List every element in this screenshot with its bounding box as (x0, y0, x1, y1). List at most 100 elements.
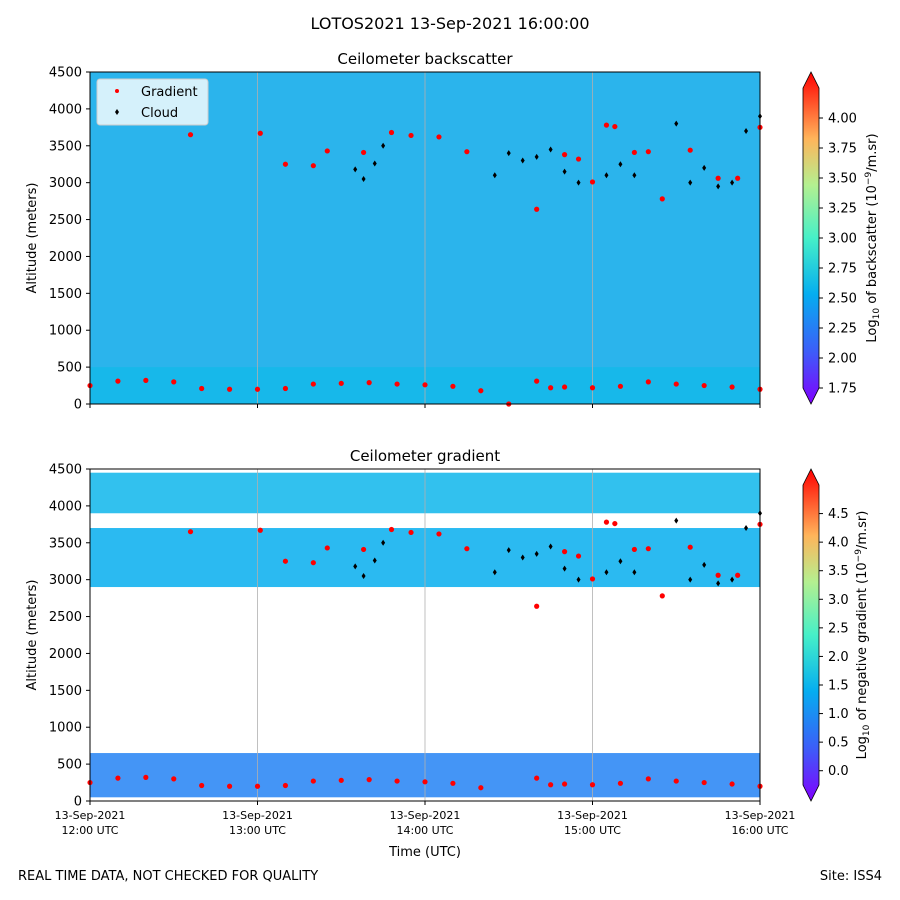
cloud-marker (730, 576, 735, 583)
cloud-marker (381, 539, 386, 546)
gradient-marker (436, 134, 442, 140)
cloud-marker (576, 179, 581, 186)
gradient-y-axis: 0 500 1000 1500 2000 2500 3000 3500 4000 4500 (49, 463, 90, 810)
gradient-marker (589, 385, 596, 391)
colorbar-tick-label: 2.25 (828, 322, 857, 337)
gradient-marker (324, 545, 330, 551)
x-tick-time: 12:00 UTC (61, 824, 118, 837)
gradient-marker (548, 782, 554, 788)
gradient-marker (366, 777, 372, 783)
gradient-marker (589, 576, 596, 582)
legend: Gradient Cloud (96, 78, 209, 126)
gradient-marker (450, 780, 456, 786)
cloud-marker (716, 183, 721, 190)
gradient-marker (254, 783, 261, 789)
gradient-marker (631, 149, 637, 156)
gradient-marker (436, 531, 442, 537)
cloud-marker (632, 172, 637, 179)
gradient-marker (171, 776, 177, 782)
y-tick-label: 2000 (49, 647, 82, 662)
gradient-marker (388, 526, 395, 533)
colorbar-tick-label: 3.5 (828, 564, 849, 579)
legend-box (96, 78, 209, 126)
cloud-marker (604, 569, 609, 576)
x-tick-date: 13-Sep-2021 (390, 809, 461, 822)
y-tick-label: 2000 (49, 250, 82, 265)
gradient-marker (575, 553, 582, 559)
backscatter-title: Ceilometer backscatter (337, 50, 513, 68)
y-tick-label: 3500 (49, 139, 82, 154)
gradient-marker (617, 780, 624, 786)
cloud-marker (492, 569, 497, 576)
gradient-xlabel: Time (UTC) (388, 845, 461, 860)
gradient-marker (631, 546, 637, 553)
cloud-marker (674, 517, 679, 524)
cloud-marker (361, 175, 366, 182)
cloud-marker (674, 120, 679, 127)
figure-title: LOTOS2021 13-Sep-2021 16:00:00 (310, 14, 590, 33)
gradient-marker (715, 572, 721, 578)
site-label: Site: ISS4 (819, 869, 882, 884)
cloud-marker (353, 563, 358, 570)
y-tick-label: 1500 (49, 684, 82, 699)
gradient-marker (143, 774, 149, 780)
colorbar-tick-label: 2.00 (828, 352, 857, 367)
x-tick-time: 13:00 UTC (229, 824, 286, 837)
x-tick-date: 13-Sep-2021 (55, 809, 126, 822)
gradient-marker (729, 384, 735, 390)
gradient-marker (324, 148, 330, 154)
y-tick-label: 3500 (49, 536, 82, 551)
cloud-marker (618, 558, 623, 565)
colorbar-tick-label: 3.25 (828, 202, 857, 217)
gradient-x-axis: 13-Sep-2021 12:00 UTC 13-Sep-2021 13:00 UTC… (55, 801, 795, 837)
gradient-marker (282, 385, 289, 392)
cloud-marker (520, 157, 525, 164)
y-tick-label: 0 (74, 795, 82, 810)
gradient-marker (394, 381, 400, 387)
gradient-marker (575, 156, 582, 162)
cloud-marker (353, 166, 358, 173)
gradient-marker (282, 161, 289, 167)
colorbar-tick-label: 1.0 (828, 707, 849, 722)
cloud-marker (744, 525, 749, 532)
gradient-colorbar-ticks: 0.0 0.5 1.0 1.5 2.0 2.5 3.0 3.5 4.0 4.5 (819, 507, 849, 779)
gradient-marker (115, 378, 121, 384)
gradient-title: Ceilometer gradient (350, 447, 500, 465)
backscatter-colorbar-label: Log10 of backscatter (10−9/m.sr) (864, 133, 882, 342)
gradient-marker (534, 378, 540, 384)
gradient-marker (408, 529, 414, 536)
gradient-colorbar-bar (802, 468, 820, 802)
gradient-marker (645, 776, 651, 782)
colorbar-tick-label: 3.0 (828, 593, 849, 608)
gradient-marker (673, 778, 679, 784)
cloud-marker (688, 179, 693, 186)
colorbar-tick-label: 2.75 (828, 262, 857, 277)
gradient-marker (612, 520, 618, 527)
cloud-marker (562, 168, 567, 175)
gradient-marker (187, 132, 194, 138)
cloud-marker (506, 150, 511, 157)
gradient-marker (534, 206, 540, 212)
gradient-marker (589, 179, 596, 185)
y-tick-label: 1500 (49, 287, 82, 302)
gradient-marker (115, 775, 121, 781)
gradient-marker (310, 163, 316, 169)
gradient-marker (394, 778, 400, 784)
gradient-marker (612, 123, 618, 130)
gradient-marker (464, 149, 470, 155)
gradient-panel: Ceilometer gradient 0 500 1000 1500 2000 2500… (25, 447, 872, 860)
gradient-marker (561, 384, 568, 390)
y-tick-label: 0 (74, 398, 82, 413)
gradient-marker (478, 785, 484, 791)
cloud-marker (716, 580, 721, 587)
backscatter-markers (87, 113, 763, 407)
y-tick-label: 3000 (49, 176, 82, 191)
colorbar-tick-label: 3.00 (828, 232, 857, 247)
y-tick-label: 4500 (49, 66, 82, 81)
gradient-marker (534, 775, 540, 781)
backscatter-colorbar-bar (802, 71, 820, 405)
gradient-marker (282, 558, 289, 564)
y-tick-label: 4500 (49, 463, 82, 478)
gradient-marker (645, 149, 651, 155)
